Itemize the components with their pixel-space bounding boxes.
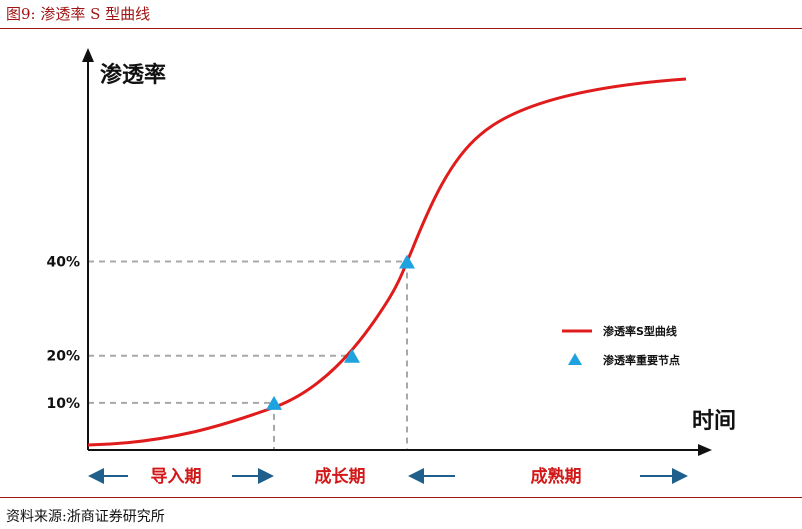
y-axis-arrow [82, 48, 94, 62]
marker-point-40 [399, 254, 415, 269]
y-tick-label-20: 20% [46, 349, 80, 365]
guide-lines [88, 260, 408, 450]
phase-label-mature: 成熟期 [531, 466, 582, 487]
marker-point-10 [266, 395, 282, 410]
title-rule [0, 28, 802, 29]
y-tick-label-10: 10% [46, 396, 80, 412]
marker-group [266, 254, 415, 410]
legend-label-curve: 渗透率S型曲线 [603, 324, 677, 338]
marker-point-20 [344, 348, 360, 363]
phase-label-growth: 成长期 [315, 466, 366, 487]
legend: 渗透率S型曲线 渗透率重要节点 [562, 324, 680, 367]
bottom-rule [0, 497, 802, 498]
source-note: 资料来源:浙商证券研究所 [6, 509, 165, 525]
legend-triangle-swatch [568, 353, 582, 365]
x-axis-label: 时间 [692, 409, 736, 434]
phase-label-intro: 导入期 [151, 467, 202, 487]
legend-label-marker: 渗透率重要节点 [603, 353, 680, 367]
s-curve-line [87, 77, 687, 447]
figure-title: 图9: 渗透率 S 型曲线 [6, 5, 151, 23]
s-curve-chart: 渗透率 时间 10% 20% 40% 导入期 成长期 成熟期 渗透率S型曲线 渗… [46, 48, 736, 487]
x-axis-arrow [698, 444, 712, 456]
y-tick-label-40: 40% [46, 254, 80, 270]
y-axis-label: 渗透率 [100, 62, 166, 88]
